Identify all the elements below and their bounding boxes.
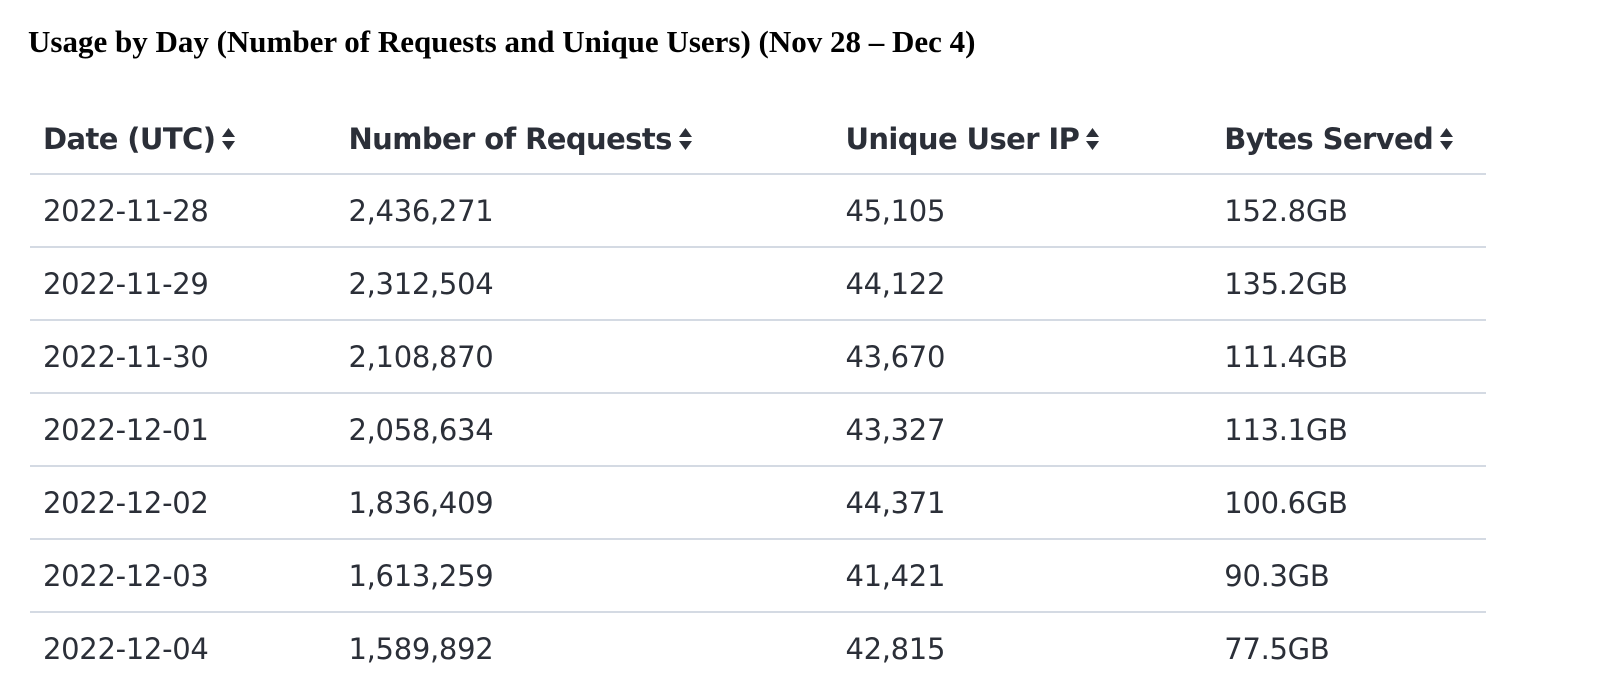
column-header-label: Unique User IP: [845, 122, 1080, 156]
cell-unique-user-ip: 45,105: [832, 174, 1212, 248]
cell-bytes-served: 135.2GB: [1211, 247, 1486, 321]
table-row: 2022-11-30 2,108,870 43,670 111.4GB: [30, 320, 1486, 394]
table-row: 2022-12-01 2,058,634 43,327 113.1GB: [30, 393, 1486, 467]
cell-date: 2022-12-02: [30, 466, 336, 540]
cell-date: 2022-12-04: [43, 631, 209, 666]
cell-bytes-served: 111.4GB: [1211, 320, 1486, 394]
cell-requests: 1,589,892: [348, 631, 494, 666]
cell-requests: 1,613,259: [335, 539, 833, 613]
sort-icon[interactable]: [1439, 126, 1454, 152]
cell-requests: 2,312,504: [335, 247, 833, 321]
table-header-row: Date (UTC) Number of Requests Unique Use…: [30, 103, 1486, 175]
usage-table: Date (UTC) Number of Requests Unique Use…: [30, 103, 1486, 684]
cell-bytes-served: 90.3GB: [1211, 539, 1486, 613]
sort-icon[interactable]: [1085, 126, 1100, 152]
column-header-label: Number of Requests: [348, 122, 672, 156]
cell-date: 2022-11-30: [30, 320, 336, 394]
cell-unique-user-ip: 42,815: [845, 631, 946, 666]
cell-requests: 2,436,271: [335, 174, 833, 248]
cell-requests: 2,058,634: [335, 393, 833, 467]
cell-unique-user-ip: 44,371: [832, 466, 1212, 540]
table-row: 2022-11-29 2,312,504 44,122 135.2GB: [30, 247, 1486, 321]
cell-requests: 2,108,870: [335, 320, 833, 394]
cell-date: 2022-11-28: [30, 174, 336, 248]
column-header-requests[interactable]: Number of Requests: [335, 103, 833, 175]
column-header-label: Bytes Served: [1224, 122, 1434, 156]
sort-icon[interactable]: [678, 126, 693, 152]
table-row: 2022-12-02 1,836,409 44,371 100.6GB: [30, 466, 1486, 540]
page-title: Usage by Day (Number of Requests and Uni…: [28, 24, 976, 59]
cell-date: 2022-12-01: [30, 393, 336, 467]
table-row: 2022-12-04 1,589,892 42,815 77.5GB: [30, 612, 1486, 684]
cell-unique-user-ip: 43,327: [832, 393, 1212, 467]
table-row: 2022-12-03 1,613,259 41,421 90.3GB: [30, 539, 1486, 613]
cell-unique-user-ip: 43,670: [832, 320, 1212, 394]
cell-unique-user-ip: 44,122: [832, 247, 1212, 321]
cell-bytes-served: 77.5GB: [1224, 631, 1330, 666]
cell-bytes-served: 100.6GB: [1211, 466, 1486, 540]
cell-bytes-served: 113.1GB: [1211, 393, 1486, 467]
table-row: 2022-11-28 2,436,271 45,105 152.8GB: [30, 174, 1486, 248]
cell-unique-user-ip: 41,421: [832, 539, 1212, 613]
column-header-bytes-served[interactable]: Bytes Served: [1211, 103, 1486, 175]
cell-requests: 1,836,409: [335, 466, 833, 540]
cell-bytes-served: 152.8GB: [1211, 174, 1486, 248]
column-header-label: Date (UTC): [43, 122, 216, 156]
column-header-unique-user-ip[interactable]: Unique User IP: [832, 103, 1212, 175]
column-header-date[interactable]: Date (UTC): [30, 103, 336, 175]
cell-date: 2022-12-03: [30, 539, 336, 613]
sort-icon[interactable]: [221, 126, 236, 152]
cell-date: 2022-11-29: [30, 247, 336, 321]
